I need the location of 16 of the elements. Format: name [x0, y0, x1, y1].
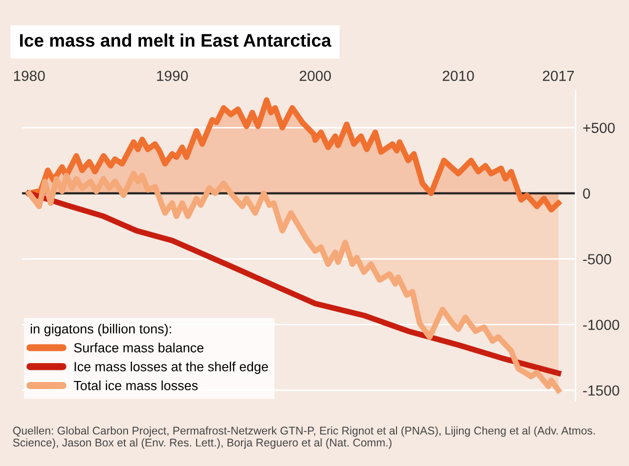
- y-tick-label: +500: [583, 122, 615, 134]
- legend-label: Surface mass balance: [74, 342, 204, 352]
- chart-title: Ice mass and melt in East Antarctica: [20, 34, 332, 47]
- legend-title: in gigatons (billion tons):: [30, 324, 172, 336]
- legend-label: Total ice mass losses: [74, 380, 198, 390]
- x-tick-label: 1990: [157, 70, 188, 82]
- x-tick-label: 1980: [14, 70, 45, 82]
- legend-label: Ice mass losses at the shelf edge: [74, 362, 268, 374]
- source-note: Quellen: Global Carbon Project, Permafrost-Netzwerk GTN-P, Eric Rignot et al (PNAS), Lijing Cheng et al (Adv. Atmos. Science), Jason Box et al (Env. Res. Lett.), Borja Reguero et al (Nat. Comm.): [13, 426, 595, 449]
- y-tick-label: -1500: [583, 385, 620, 396]
- y-tick-label: -1000: [583, 320, 620, 330]
- x-tick-label: 2000: [300, 70, 331, 82]
- y-tick-label: -500: [583, 254, 612, 264]
- x-tick-label: 2017: [542, 70, 574, 82]
- y-tick-label: 0: [583, 188, 590, 199]
- x-tick-label: 2010: [442, 70, 474, 82]
